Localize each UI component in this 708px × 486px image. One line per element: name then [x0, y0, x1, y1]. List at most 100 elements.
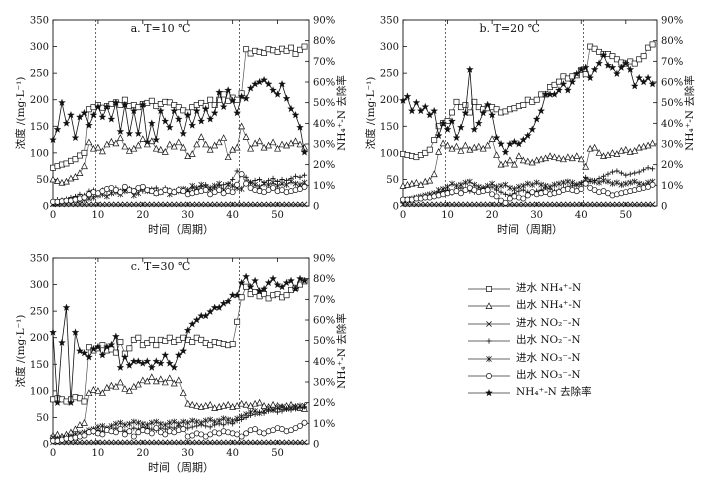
data-point	[242, 94, 250, 102]
data-point	[125, 129, 134, 137]
data-point	[270, 439, 276, 446]
y-tick-label: 100	[30, 386, 49, 397]
data-point	[89, 344, 98, 353]
data-point	[130, 439, 137, 446]
data-point	[466, 178, 473, 185]
data-point	[143, 137, 152, 146]
data-point	[148, 430, 155, 437]
data-point	[581, 63, 590, 71]
data-point	[475, 201, 482, 208]
data-point	[600, 201, 607, 208]
data-point	[533, 179, 540, 186]
data-point	[649, 41, 656, 48]
data-point	[466, 65, 474, 73]
data-point	[157, 439, 164, 446]
data-point	[207, 96, 214, 103]
data-point	[62, 177, 70, 185]
data-point	[587, 201, 594, 208]
y-tick-label: 0	[393, 202, 399, 213]
data-point	[256, 410, 263, 417]
data-point	[225, 201, 232, 208]
data-point	[143, 357, 152, 365]
data-point	[288, 404, 294, 411]
data-point	[413, 201, 420, 208]
data-point	[256, 176, 263, 183]
y-tick-label: 100	[30, 148, 49, 159]
data-point	[529, 181, 536, 188]
data-point	[188, 150, 196, 157]
data-point	[197, 133, 205, 140]
data-point	[116, 378, 124, 386]
data-point	[147, 363, 156, 371]
data-point	[234, 439, 241, 446]
data-point	[261, 407, 267, 415]
data-point	[435, 201, 442, 208]
data-point	[122, 421, 128, 428]
y-tick-label: 250	[30, 307, 49, 318]
chart-panel-2: 0 10 20 30 40 50 0 50 100 150 200 250 300 350 0 10% 20% 3…	[14, 254, 348, 475]
data-point	[403, 92, 412, 100]
data-point	[488, 135, 496, 142]
data-point	[138, 359, 147, 367]
data-point	[564, 153, 572, 161]
data-point	[252, 201, 258, 208]
data-point	[207, 416, 214, 423]
data-point	[233, 291, 241, 299]
data-point	[636, 201, 643, 208]
data-point	[550, 90, 559, 98]
data-point	[296, 123, 304, 131]
data-point	[274, 201, 281, 208]
data-point	[198, 439, 205, 446]
data-point	[431, 137, 438, 144]
data-point	[179, 389, 187, 396]
data-point	[175, 138, 183, 146]
data-point	[260, 284, 268, 293]
data-point	[62, 119, 71, 127]
data-point	[161, 378, 169, 386]
series-removal	[399, 51, 657, 156]
data-point	[501, 148, 510, 156]
data-point	[599, 51, 608, 59]
chart-panel-0: 0 10 20 30 40 50 0 50 100 150 200 250 300 350 0 10% 20% 3…	[14, 16, 348, 237]
data-point	[288, 44, 294, 51]
data-point	[71, 328, 80, 336]
data-point	[112, 439, 119, 446]
data-point	[547, 183, 553, 190]
data-point	[430, 106, 439, 115]
data-point	[202, 417, 209, 424]
data-point	[220, 201, 227, 208]
data-point	[89, 111, 98, 119]
data-point	[86, 439, 92, 446]
data-point	[80, 349, 89, 357]
data-point	[609, 201, 616, 208]
data-point	[58, 338, 66, 347]
data-point	[627, 179, 634, 186]
data-point	[134, 141, 142, 149]
data-point	[121, 439, 128, 446]
data-point	[171, 201, 178, 208]
data-point	[274, 144, 282, 152]
data-point	[224, 400, 232, 408]
data-point	[165, 123, 174, 131]
data-point	[551, 201, 558, 208]
data-point	[139, 135, 147, 142]
data-point	[297, 422, 303, 429]
data-point	[238, 122, 246, 130]
data-point	[189, 339, 196, 345]
data-point	[148, 201, 155, 208]
data-point	[207, 342, 214, 349]
data-point	[578, 180, 585, 187]
data-point	[417, 180, 425, 188]
data-point	[640, 201, 647, 208]
data-point	[296, 274, 304, 282]
data-point	[174, 351, 183, 359]
y2-tick-label: 90%	[313, 16, 335, 27]
x-tick-label: 30	[530, 210, 543, 221]
data-point	[511, 201, 518, 208]
data-point	[225, 416, 232, 423]
data-point	[627, 171, 633, 177]
data-point	[220, 415, 227, 422]
data-point	[474, 119, 483, 127]
data-point	[135, 201, 142, 208]
y2-tick-label: 90%	[661, 16, 683, 27]
